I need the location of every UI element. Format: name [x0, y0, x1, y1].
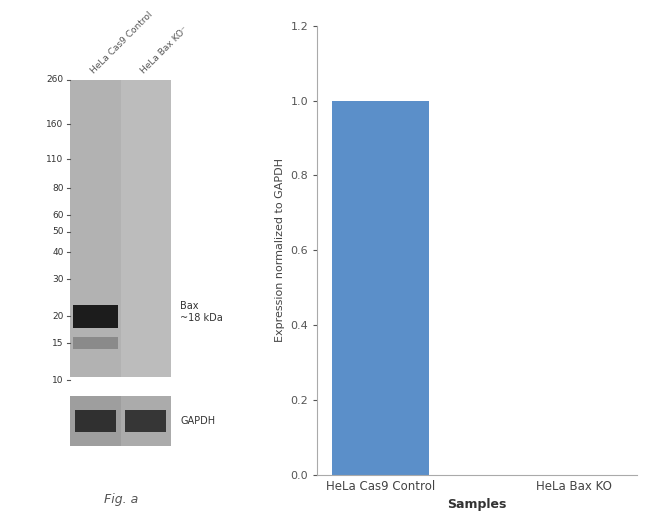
- Text: Bax
~18 kDa: Bax ~18 kDa: [180, 301, 223, 323]
- Text: 40: 40: [52, 248, 64, 257]
- Text: GAPDH: GAPDH: [180, 416, 215, 426]
- Text: 80: 80: [52, 184, 64, 193]
- Text: Fig. a: Fig. a: [103, 493, 138, 506]
- Text: 15: 15: [52, 338, 64, 347]
- Text: 160: 160: [46, 120, 64, 129]
- Text: HeLa Cas9 Control: HeLa Cas9 Control: [89, 10, 155, 75]
- Bar: [332, 101, 428, 475]
- Text: 110: 110: [46, 155, 64, 164]
- Text: 260: 260: [47, 75, 64, 84]
- Bar: [125, 410, 166, 431]
- Bar: [73, 337, 118, 349]
- Bar: [75, 410, 116, 431]
- Text: 10: 10: [52, 376, 64, 385]
- Bar: [70, 377, 171, 384]
- Y-axis label: Expression normalized to GAPDH: Expression normalized to GAPDH: [275, 158, 285, 342]
- Bar: [73, 305, 118, 328]
- Text: 60: 60: [52, 211, 64, 219]
- Text: 30: 30: [52, 275, 64, 283]
- X-axis label: Samples: Samples: [447, 498, 507, 511]
- Text: 50: 50: [52, 228, 64, 236]
- Text: 20: 20: [52, 312, 64, 321]
- Text: HeLa Bax KO⁻: HeLa Bax KO⁻: [140, 24, 190, 75]
